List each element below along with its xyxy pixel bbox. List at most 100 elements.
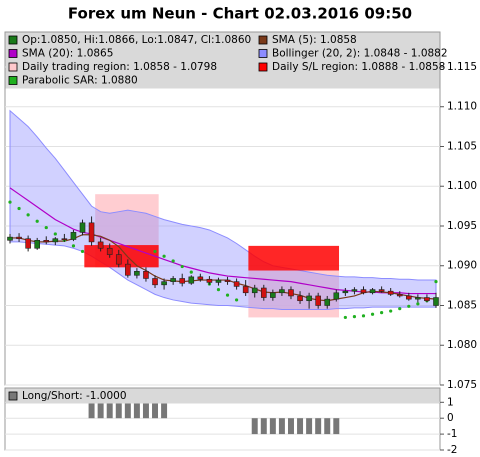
candle-body: [396, 294, 403, 297]
candle-body: [360, 289, 367, 294]
candle-body: [369, 289, 376, 294]
region: [248, 245, 340, 271]
candle-body: [179, 278, 186, 284]
chart-title: Forex um Neun - Chart 02.03.2016 09:50: [68, 5, 412, 23]
y-tick-label: 1.105: [447, 140, 477, 152]
candle-body: [342, 290, 349, 294]
candle-body: [79, 222, 86, 233]
legend-swatch: [258, 35, 268, 45]
legend-swatch: [8, 76, 18, 85]
legend-label: SMA (20): 1.0865: [22, 48, 113, 60]
candle-body: [206, 278, 213, 283]
candle-body: [70, 232, 77, 240]
bar: [115, 402, 122, 419]
bar: [142, 402, 149, 419]
sar-dot: [162, 254, 166, 258]
bar: [306, 418, 313, 435]
candle-body: [333, 292, 340, 300]
bar: [97, 402, 104, 419]
legend-label: Op:1.0850, Hi:1.0866, Lo:1.0847, Cl:1.08…: [22, 34, 251, 46]
candle-body: [270, 292, 276, 298]
candle-body: [170, 278, 176, 282]
legend-swatch: [8, 49, 18, 58]
sar-dot: [35, 219, 39, 223]
candle-body: [115, 254, 122, 265]
y-tick-label: 1.110: [447, 101, 477, 113]
y-tick-label: 0: [447, 412, 454, 424]
bar: [251, 418, 258, 435]
sar-dot: [234, 298, 239, 302]
candle-body: [134, 271, 140, 276]
bar: [161, 402, 168, 419]
sar-dot: [389, 309, 393, 313]
sar-dot: [44, 225, 48, 230]
y-tick-label: 1.095: [447, 220, 477, 232]
candle-body: [378, 289, 385, 292]
legend-swatch: [258, 49, 268, 58]
sar-dot: [343, 315, 347, 320]
bar: [287, 418, 294, 435]
candle-body: [424, 297, 430, 302]
bar: [333, 418, 340, 435]
candle-body: [25, 238, 31, 249]
candle-body: [297, 295, 303, 302]
sar-dot: [416, 302, 420, 306]
candle-body: [43, 240, 50, 243]
legend-label: Daily S/L region: 1.0888 - 1.0858: [272, 61, 445, 73]
y-tick-label: 1.080: [447, 339, 477, 351]
bar: [152, 402, 159, 419]
sar-dot: [407, 304, 411, 308]
candle-body: [97, 241, 104, 249]
bar: [124, 402, 131, 419]
candle-body: [61, 238, 68, 241]
bar: [88, 402, 95, 419]
plot-layer: 1.075 1.080 1.085 1.090 1.095 1.100 1.105 1.110…: [4, 31, 477, 456]
legend-swatch: [8, 35, 18, 45]
legend-box: [5, 32, 440, 89]
sar-dot: [216, 287, 221, 292]
y-tick-label: -2: [447, 444, 457, 456]
sar-dot: [53, 232, 57, 236]
y-tick-label: 1.100: [447, 180, 477, 192]
sar-dot: [80, 249, 85, 254]
sar-dot: [380, 311, 384, 315]
sar-dot: [71, 244, 76, 248]
bar: [315, 418, 322, 435]
legend-swatch: [8, 62, 18, 72]
legend-label: Daily trading region: 1.0858 - 1.0798: [22, 61, 217, 73]
candle-body: [215, 279, 222, 283]
legend-swatch: [8, 391, 18, 401]
candle-body: [306, 295, 312, 302]
candle-body: [152, 278, 158, 286]
sar-dot: [434, 280, 438, 284]
candle-body: [433, 297, 439, 306]
candle-body: [406, 295, 412, 300]
y-tick-label: 1.085: [447, 299, 477, 311]
candle-body: [233, 281, 240, 287]
y-tick-label: 1: [447, 396, 454, 408]
candle-body: [125, 263, 131, 276]
bar: [106, 402, 113, 419]
sar-dot: [189, 270, 193, 274]
sar-dot: [398, 307, 402, 311]
legend-label: Bollinger (20, 2): 1.0848 - 1.0882: [272, 48, 448, 60]
bar: [133, 402, 140, 419]
candle-body: [16, 236, 22, 240]
sar-dot: [8, 200, 12, 204]
sar-dot: [370, 312, 375, 316]
plot-area: [4, 31, 441, 386]
candle-body: [324, 298, 331, 306]
candle-body: [387, 290, 394, 295]
candle-body: [143, 271, 149, 279]
bar: [297, 418, 304, 435]
y-tick-label: 1.115: [447, 61, 477, 73]
candle-body: [34, 240, 40, 249]
candle-body: [315, 295, 321, 306]
candle-body: [279, 289, 285, 294]
candle-body: [197, 276, 204, 280]
legend-label: Long/Short: -1.0000: [22, 390, 127, 402]
legend-label: Parabolic SAR: 1.0880: [22, 75, 138, 87]
bar: [278, 418, 285, 435]
sar-dot: [153, 249, 157, 254]
